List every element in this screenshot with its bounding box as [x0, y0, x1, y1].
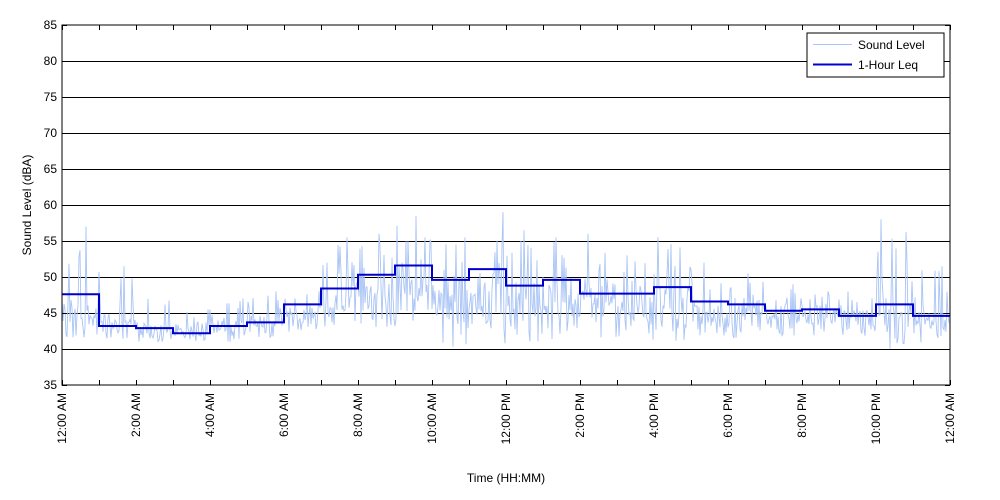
leq-step-line	[62, 264, 950, 335]
y-tick-label: 40	[44, 342, 58, 356]
legend-label-sound-level: Sound Level	[858, 38, 925, 52]
y-tick-label: 60	[44, 198, 58, 212]
x-tick-label: 6:00 AM	[277, 393, 291, 437]
y-tick-label: 65	[44, 162, 58, 176]
x-tick-label: 10:00 AM	[425, 393, 439, 444]
sound-level-series	[61, 212, 950, 349]
legend-label-leq: 1-Hour Leq	[858, 58, 918, 72]
legend: Sound Level 1-Hour Leq	[806, 32, 945, 78]
x-tick-label: 8:00 PM	[795, 393, 809, 438]
x-tick-label: 4:00 AM	[203, 393, 217, 437]
x-axis-title: Time (HH:MM)	[467, 471, 545, 485]
x-tick-label: 2:00 PM	[573, 393, 587, 438]
x-tick-label: 12:00 AM	[55, 393, 69, 444]
x-tick-label: 6:00 PM	[721, 393, 735, 438]
y-tick-label: 70	[44, 126, 58, 140]
y-tick-label: 75	[44, 90, 58, 104]
legend-box	[806, 32, 945, 78]
y-tick-labels: 35 40 45 50 55 60 65 70 75 80 85	[44, 18, 58, 392]
x-tick-labels: 12:00 AM 2:00 AM 4:00 AM 6:00 AM 8:00 AM 10:0…	[55, 393, 957, 444]
y-tick-label: 35	[44, 378, 58, 392]
x-tick-label: 2:00 AM	[129, 393, 143, 437]
x-tick-label: 8:00 AM	[351, 393, 365, 437]
axis-ticks	[62, 25, 951, 386]
x-tick-label: 4:00 PM	[647, 393, 661, 438]
sound-level-line	[61, 212, 950, 349]
x-tick-label: 12:00 PM	[499, 393, 513, 444]
y-tick-label: 50	[44, 270, 58, 284]
y-tick-label: 45	[44, 306, 58, 320]
x-tick-label: 12:00 AM	[943, 393, 957, 444]
y-tick-label: 55	[44, 234, 58, 248]
leq-series	[62, 264, 950, 335]
x-tick-label: 10:00 PM	[869, 393, 883, 444]
y-tick-label: 80	[44, 54, 58, 68]
y-axis-title: Sound Level (dBA)	[20, 155, 34, 256]
y-tick-label: 85	[44, 18, 58, 32]
